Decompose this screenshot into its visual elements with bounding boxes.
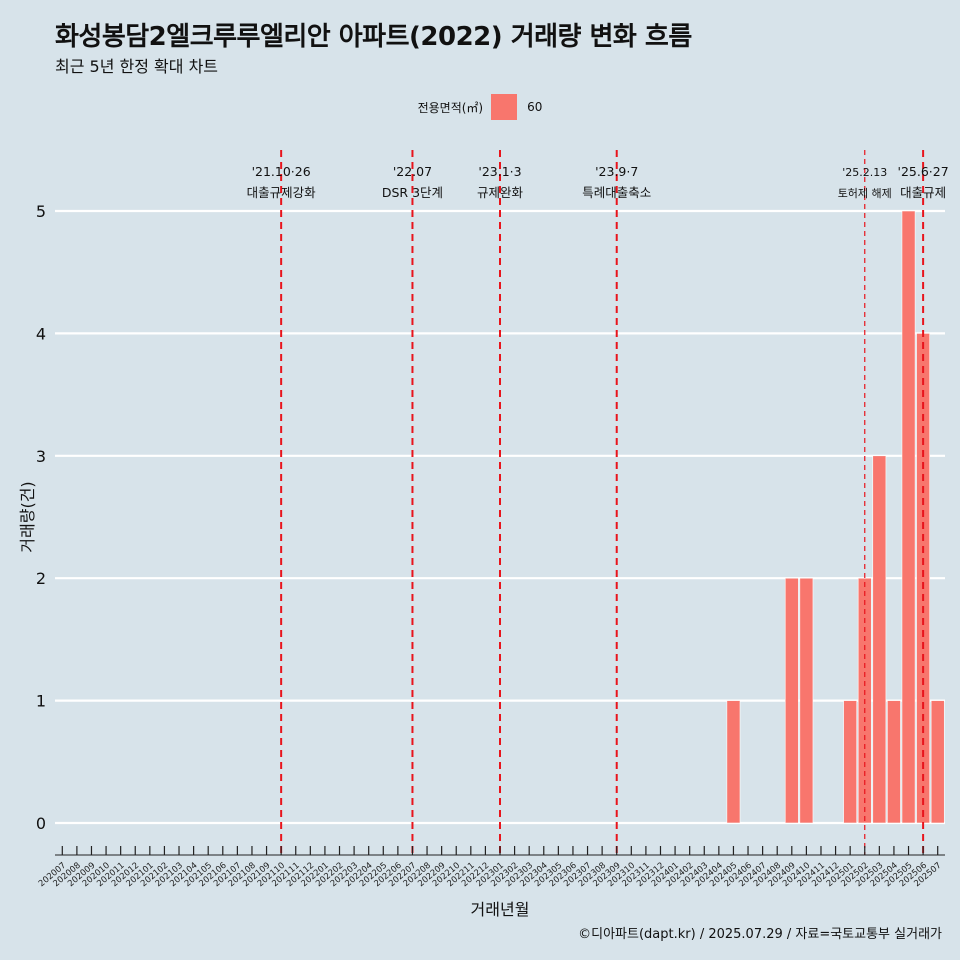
bar-202409 xyxy=(784,577,799,824)
x-axis-title: 거래년월 xyxy=(471,900,530,919)
y-tick-label: 5 xyxy=(36,202,46,221)
chart-title: 화성봉담2엘크루루엘리안 아파트(2022) 거래량 변화 흐름 xyxy=(55,22,692,52)
y-tick-label: 1 xyxy=(36,692,46,711)
event-label: 대출규제강화 xyxy=(247,185,317,200)
source-caption: ©디아파트(dapt.kr) / 2025.07.29 / 자료=국토교통부 실… xyxy=(578,927,942,942)
legend-swatch xyxy=(491,94,518,120)
bar-202405 xyxy=(726,700,741,824)
y-tick-label: 4 xyxy=(36,324,46,343)
bar-202507 xyxy=(930,700,945,824)
event-date: '23.1·3 xyxy=(478,164,521,179)
event-label: 토허제 해제 xyxy=(838,186,892,200)
event-date: '25.6·27 xyxy=(898,164,949,179)
bars xyxy=(726,210,945,824)
bar-202504 xyxy=(887,700,901,824)
event-label: 특례대출축소 xyxy=(582,185,651,200)
event-date: '25.2.13 xyxy=(842,166,887,179)
bar-202410 xyxy=(799,577,814,824)
legend: 전용면적(㎡) 60 xyxy=(0,94,960,120)
event-label: 대출규제 xyxy=(900,185,946,200)
y-tick-label: 0 xyxy=(36,814,46,833)
bar-202503 xyxy=(872,455,887,824)
event-markers: '21.10·26 대출규제강화 '22.07 DSR 3단계 '23.1·3 규제완화 '… xyxy=(247,150,949,855)
chart-subtitle: 최근 5년 한정 확대 차트 xyxy=(55,57,219,76)
event-label: 규제완화 xyxy=(477,185,524,200)
y-tick-label: 2 xyxy=(36,569,46,588)
legend-title: 전용면적(㎡) xyxy=(417,100,484,115)
bar-202501 xyxy=(843,700,858,824)
legend-label: 60 xyxy=(527,100,543,114)
y-axis-title: 거래량(건) xyxy=(18,481,37,552)
bar-202505 xyxy=(901,210,916,824)
event-date: '22.07 xyxy=(393,164,432,179)
event-label: DSR 3단계 xyxy=(382,185,443,200)
event-date: '21.10·26 xyxy=(252,164,311,179)
event-date: '23.9·7 xyxy=(595,164,638,179)
y-tick-label: 3 xyxy=(36,447,46,466)
